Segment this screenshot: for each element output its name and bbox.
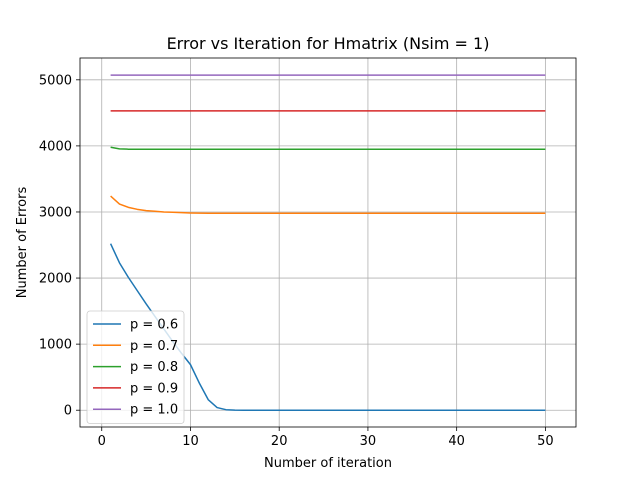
x-tick-label: 20 [271, 434, 288, 449]
x-tick-label: 30 [360, 434, 377, 449]
chart-title: Error vs Iteration for Hmatrix (Nsim = 1… [167, 34, 490, 53]
y-tick-label: 4000 [39, 139, 72, 154]
y-tick-label: 2000 [39, 272, 72, 287]
legend: p = 0.6 p = 0.7 p = 0.8 p = 0.9 p = 1.0 [86, 310, 185, 424]
x-tick-label: 50 [537, 434, 554, 449]
y-tick-label: 0 [64, 404, 72, 419]
x-tick-label: 40 [448, 434, 465, 449]
plot-frame [79, 57, 577, 428]
series-line-2 [110, 195, 546, 215]
x-axis-title: Number of iteration [264, 456, 392, 471]
y-tick-label: 3000 [39, 205, 72, 220]
legend-label-4: p = 0.9 [130, 381, 178, 396]
x-tick-label: 10 [182, 434, 199, 449]
x-tick-label: 0 [98, 434, 106, 449]
tick-layer: 0 10 20 30 40 50 0 1000 2000 3000 4000 5000 [39, 73, 554, 449]
legend-label-2: p = 0.7 [130, 339, 178, 354]
legend-label-5: p = 1.0 [130, 403, 178, 418]
series-line-3 [110, 146, 546, 150]
legend-label-3: p = 0.8 [130, 360, 178, 375]
legend-label-1: p = 0.6 [130, 318, 178, 333]
legend-box [86, 310, 185, 424]
y-axis-title: Number of Errors [15, 187, 30, 299]
y-tick-label: 1000 [39, 338, 72, 353]
y-tick-label: 5000 [39, 73, 72, 88]
